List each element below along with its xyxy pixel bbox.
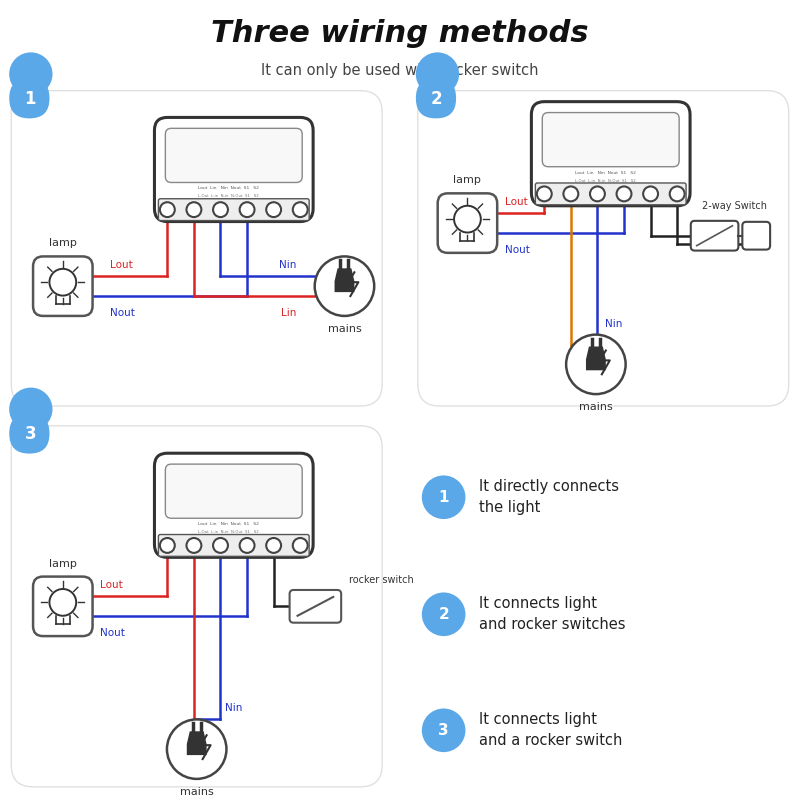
Polygon shape	[586, 346, 606, 370]
FancyBboxPatch shape	[542, 113, 679, 166]
FancyBboxPatch shape	[154, 454, 313, 558]
FancyBboxPatch shape	[158, 198, 309, 221]
Text: lamp: lamp	[454, 175, 482, 186]
FancyBboxPatch shape	[154, 118, 313, 222]
Circle shape	[266, 538, 281, 553]
Text: It can only be used with rocker switch: It can only be used with rocker switch	[262, 63, 538, 78]
Circle shape	[643, 186, 658, 202]
FancyBboxPatch shape	[531, 102, 690, 206]
Text: Lin: Lin	[282, 308, 297, 318]
FancyBboxPatch shape	[33, 577, 93, 636]
Text: mains: mains	[327, 324, 362, 334]
FancyBboxPatch shape	[10, 414, 50, 454]
FancyBboxPatch shape	[535, 183, 686, 205]
Text: 3: 3	[438, 723, 449, 738]
Text: Lout  Lin   Nin  Nout  S1   S2: Lout Lin Nin Nout S1 S2	[575, 170, 636, 174]
Circle shape	[537, 186, 552, 202]
Circle shape	[563, 186, 578, 202]
Text: Nin: Nin	[606, 318, 622, 329]
Text: Lin: Lin	[577, 353, 592, 362]
Text: It connects light
and rocker switches: It connects light and rocker switches	[479, 596, 626, 632]
Text: Nout: Nout	[101, 628, 126, 638]
Text: rocker switch: rocker switch	[349, 575, 414, 585]
Text: Lout  Lin   Nin  Nout  S1   S2: Lout Lin Nin Nout S1 S2	[198, 186, 259, 190]
Text: 2: 2	[438, 606, 449, 622]
Text: Nin: Nin	[226, 703, 243, 714]
FancyBboxPatch shape	[33, 257, 93, 316]
Circle shape	[167, 719, 226, 779]
Text: mains: mains	[579, 402, 613, 412]
FancyBboxPatch shape	[742, 222, 770, 250]
Text: lamp: lamp	[49, 558, 77, 569]
Text: Lin: Lin	[197, 739, 212, 750]
Text: Lout: Lout	[101, 581, 123, 590]
Polygon shape	[186, 731, 206, 755]
FancyBboxPatch shape	[11, 90, 382, 406]
Text: L-Out  L-in  N-in  N-Out  S1   S2: L-Out L-in N-in N-Out S1 S2	[198, 194, 259, 198]
Circle shape	[186, 538, 202, 553]
Text: Lout: Lout	[110, 260, 133, 270]
FancyBboxPatch shape	[11, 426, 382, 787]
Text: 2-way Switch: 2-way Switch	[702, 201, 767, 211]
Text: Nout: Nout	[505, 245, 530, 255]
Text: L-Out  L-in  N-in  N-Out  S1   S2: L-Out L-in N-in N-Out S1 S2	[198, 530, 259, 534]
FancyBboxPatch shape	[438, 194, 497, 253]
FancyBboxPatch shape	[416, 78, 456, 118]
Circle shape	[160, 538, 174, 553]
Text: Three wiring methods: Three wiring methods	[211, 18, 589, 48]
FancyBboxPatch shape	[10, 78, 50, 118]
Circle shape	[422, 475, 466, 519]
Circle shape	[9, 387, 53, 431]
Text: 2: 2	[431, 90, 442, 108]
Text: Nout: Nout	[110, 308, 135, 318]
Circle shape	[422, 593, 466, 636]
Text: 3: 3	[25, 425, 36, 443]
FancyBboxPatch shape	[166, 464, 302, 518]
Circle shape	[566, 334, 626, 394]
Circle shape	[617, 186, 631, 202]
FancyBboxPatch shape	[290, 590, 341, 622]
Circle shape	[314, 257, 374, 316]
Text: Lout  Lin   Nin  Nout  S1   S2: Lout Lin Nin Nout S1 S2	[198, 522, 259, 526]
Circle shape	[240, 538, 254, 553]
Text: 1: 1	[25, 90, 36, 108]
FancyBboxPatch shape	[690, 221, 738, 250]
Text: Lout: Lout	[505, 198, 528, 207]
Text: It connects light
and a rocker switch: It connects light and a rocker switch	[479, 712, 622, 748]
Text: mains: mains	[180, 787, 214, 797]
Text: It directly connects
the light: It directly connects the light	[479, 479, 619, 515]
Text: lamp: lamp	[49, 238, 77, 249]
Circle shape	[213, 202, 228, 217]
Text: L-Out  L-in  N-in  N-Out  S1   S2: L-Out L-in N-in N-Out S1 S2	[575, 178, 636, 182]
Text: Nin: Nin	[279, 260, 297, 270]
FancyBboxPatch shape	[158, 534, 309, 556]
Polygon shape	[334, 268, 354, 292]
Circle shape	[293, 538, 308, 553]
Circle shape	[240, 202, 254, 217]
FancyBboxPatch shape	[418, 90, 789, 406]
Circle shape	[186, 202, 202, 217]
Circle shape	[416, 52, 459, 96]
Circle shape	[213, 538, 228, 553]
Circle shape	[266, 202, 281, 217]
Circle shape	[670, 186, 685, 202]
Circle shape	[160, 202, 174, 217]
Text: 1: 1	[438, 490, 449, 505]
Circle shape	[590, 186, 605, 202]
Circle shape	[9, 52, 53, 96]
Circle shape	[293, 202, 308, 217]
FancyBboxPatch shape	[166, 128, 302, 182]
Circle shape	[422, 709, 466, 752]
